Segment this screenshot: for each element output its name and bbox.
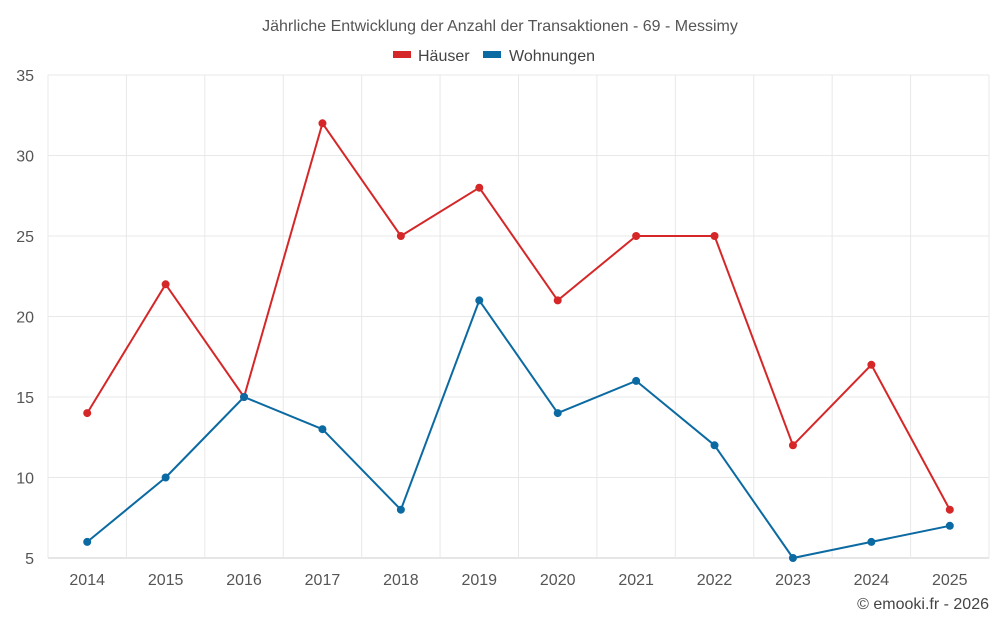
data-point-häuser[interactable]: [710, 232, 719, 240]
x-tick-label: 2020: [540, 572, 576, 589]
data-point-häuser[interactable]: [553, 296, 562, 305]
chart-title: Jährliche Entwicklung der Anzahl der Tra…: [262, 18, 738, 35]
legend-swatch: [483, 51, 501, 58]
data-point-wohnungen[interactable]: [396, 505, 405, 514]
data-point-häuser[interactable]: [867, 360, 876, 369]
series-line-wohnungen: [86, 299, 950, 559]
data-point-wohnungen[interactable]: [83, 537, 92, 546]
y-tick-label: 30: [16, 149, 34, 166]
data-point-wohnungen[interactable]: [788, 554, 797, 562]
series-layer: [83, 119, 954, 562]
data-point-wohnungen[interactable]: [553, 409, 562, 418]
data-point-wohnungen[interactable]: [161, 473, 170, 482]
x-axis-ticks: 2014 2015 2016 2017 2018 2019 2020 2021 2022 2023…: [69, 572, 967, 589]
x-tick-label: 2017: [305, 572, 341, 589]
data-point-wohnungen[interactable]: [945, 521, 954, 530]
x-tick-label: 2024: [854, 572, 890, 589]
data-point-wohnungen[interactable]: [867, 537, 876, 546]
data-point-häuser[interactable]: [318, 119, 327, 128]
data-point-häuser[interactable]: [632, 232, 641, 240]
legend-label[interactable]: Häuser: [418, 48, 470, 65]
data-point-wohnungen[interactable]: [240, 393, 249, 401]
x-tick-label: 2019: [461, 572, 497, 589]
data-point-häuser[interactable]: [161, 280, 170, 289]
data-point-wohnungen[interactable]: [475, 296, 484, 305]
x-tick-label: 2025: [932, 572, 968, 589]
data-point-wohnungen[interactable]: [632, 376, 641, 385]
y-axis-ticks: 5 10 15 20 25 30 35: [16, 68, 34, 568]
data-point-häuser[interactable]: [475, 183, 484, 192]
series-line-häuser: [86, 122, 951, 511]
x-tick-label: 2014: [69, 572, 105, 589]
x-tick-label: 2023: [775, 572, 811, 589]
legend-label[interactable]: Wohnungen: [509, 48, 595, 65]
data-point-häuser[interactable]: [83, 409, 92, 418]
y-tick-label: 25: [16, 229, 34, 246]
y-tick-label: 5: [25, 551, 34, 568]
data-point-wohnungen[interactable]: [710, 441, 719, 450]
legend: Häuser Wohnungen: [393, 48, 595, 65]
x-tick-label: 2018: [383, 572, 419, 589]
credit-text: © emooki.fr - 2026: [857, 596, 989, 613]
x-tick-label: 2021: [618, 572, 654, 589]
y-tick-label: 20: [16, 310, 34, 327]
data-point-häuser[interactable]: [788, 441, 797, 450]
y-tick-label: 35: [16, 68, 34, 85]
legend-swatch: [393, 51, 411, 58]
data-point-häuser[interactable]: [945, 505, 954, 514]
data-point-wohnungen[interactable]: [318, 425, 327, 434]
x-tick-label: 2015: [148, 572, 184, 589]
data-point-häuser[interactable]: [396, 232, 405, 240]
y-tick-label: 10: [16, 471, 34, 488]
grid-lines: [47, 74, 990, 559]
y-tick-label: 15: [16, 390, 34, 407]
x-tick-label: 2022: [697, 572, 733, 589]
x-tick-label: 2016: [226, 572, 262, 589]
